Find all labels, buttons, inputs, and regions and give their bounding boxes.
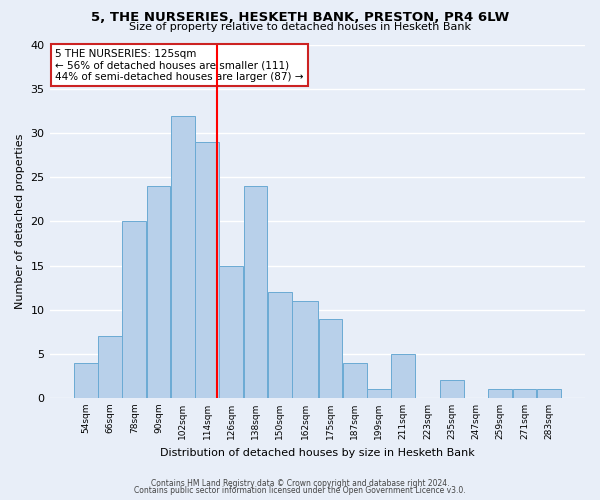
Text: 5, THE NURSERIES, HESKETH BANK, PRESTON, PR4 6LW: 5, THE NURSERIES, HESKETH BANK, PRESTON,… [91, 11, 509, 24]
Bar [537, 389, 560, 398]
Bar [343, 362, 367, 398]
Bar [146, 186, 170, 398]
Bar [440, 380, 464, 398]
Bar [268, 292, 292, 398]
Bar [367, 389, 391, 398]
Text: Contains public sector information licensed under the Open Government Licence v3: Contains public sector information licen… [134, 486, 466, 495]
Bar [512, 389, 536, 398]
Bar [391, 354, 415, 398]
Text: 5 THE NURSERIES: 125sqm
← 56% of detached houses are smaller (111)
44% of semi-d: 5 THE NURSERIES: 125sqm ← 56% of detache… [55, 48, 304, 82]
Bar [195, 142, 219, 398]
Text: Size of property relative to detached houses in Hesketh Bank: Size of property relative to detached ho… [129, 22, 471, 32]
Bar [171, 116, 195, 398]
Bar [488, 389, 512, 398]
Bar [220, 266, 243, 398]
Bar [74, 362, 98, 398]
Bar [244, 186, 268, 398]
Bar [98, 336, 122, 398]
Bar [319, 318, 343, 398]
Bar [122, 222, 146, 398]
Text: Contains HM Land Registry data © Crown copyright and database right 2024.: Contains HM Land Registry data © Crown c… [151, 478, 449, 488]
Y-axis label: Number of detached properties: Number of detached properties [15, 134, 25, 309]
X-axis label: Distribution of detached houses by size in Hesketh Bank: Distribution of detached houses by size … [160, 448, 475, 458]
Bar [292, 301, 318, 398]
